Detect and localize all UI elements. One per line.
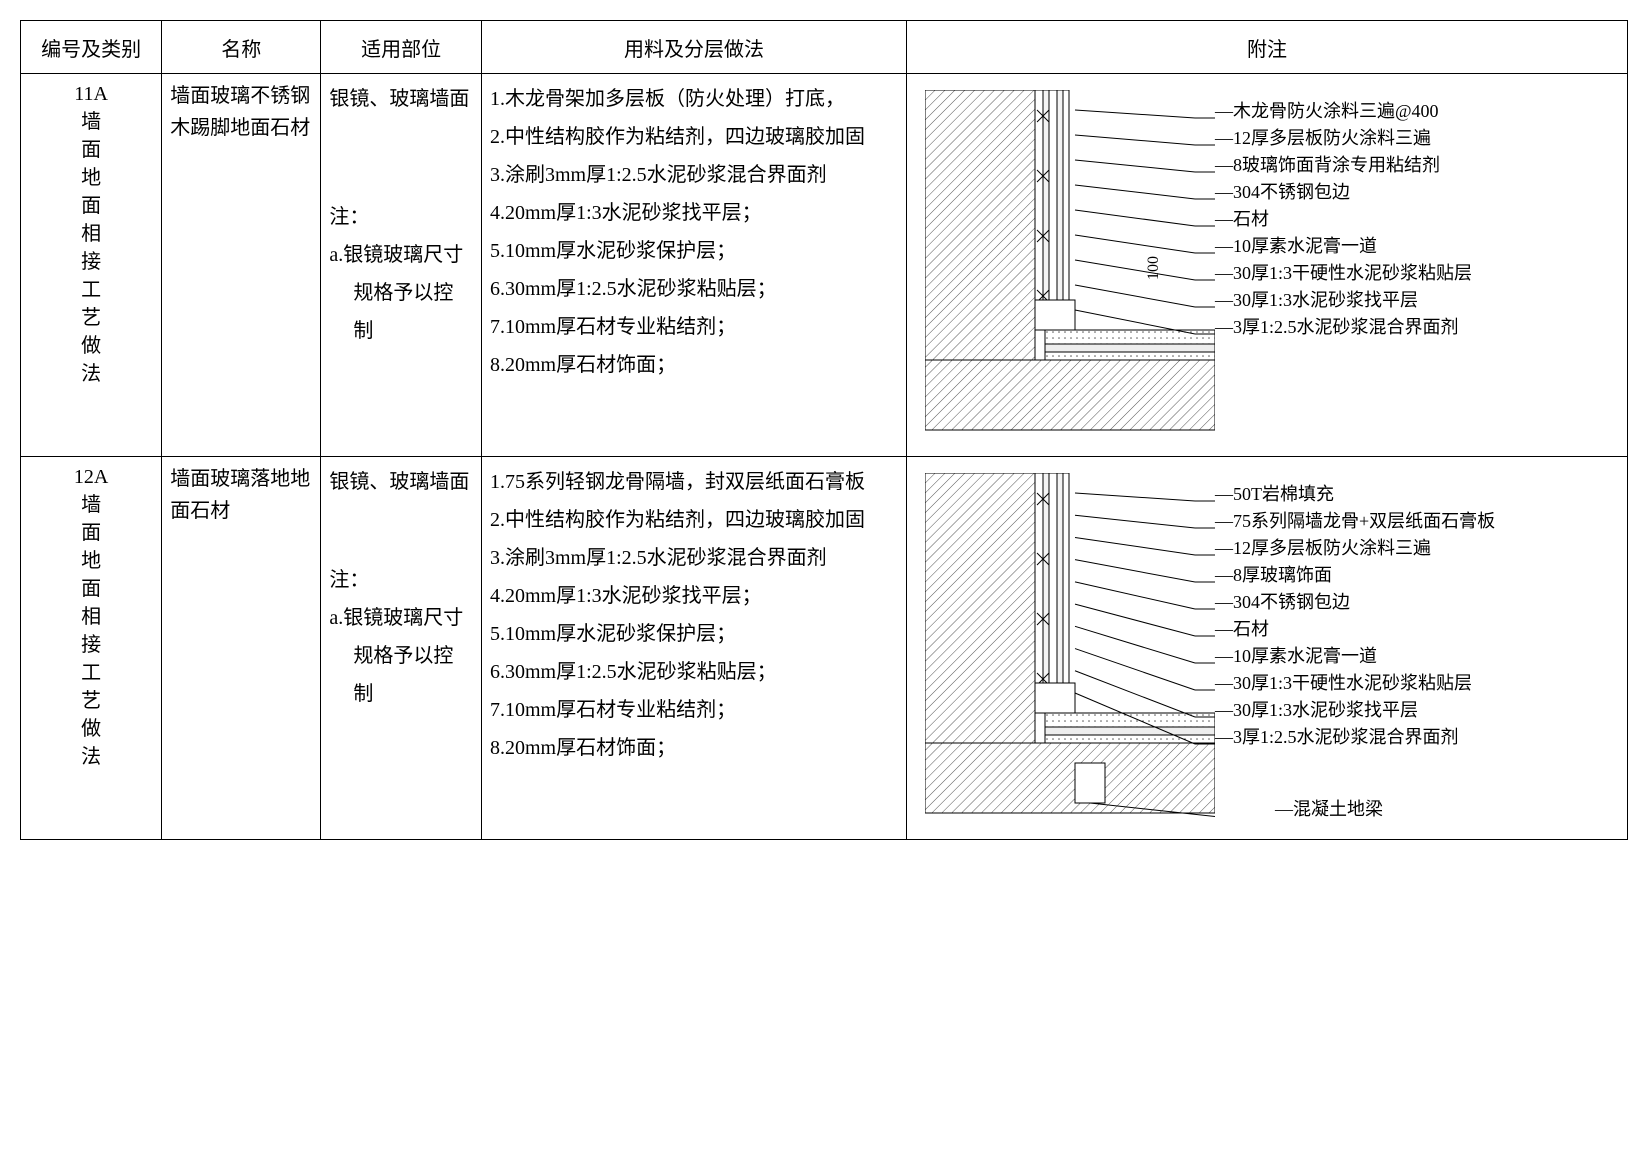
callout-item: —8厚玻璃饰面 [1215,562,1495,589]
process-step: 1.75系列轻钢龙骨隔墙，封双层纸面石膏板 [490,463,898,501]
id-label-char: 艺 [29,304,153,332]
callout-item: —30厚1:3干硬性水泥砂浆粘贴层 [1215,670,1495,697]
id-label-char: 接 [29,631,153,659]
part-note-line: a.银镜玻璃尺寸 [329,599,473,637]
callout-item: —12厚多层板防火涂料三遍 [1215,125,1472,152]
callout-item: —10厚素水泥膏一道 [1215,233,1472,260]
name-cell: 墙面玻璃落地地面石材 [162,457,321,840]
id-code: 12A [29,463,153,491]
process-step: 6.30mm厚1:2.5水泥砂浆粘贴层； [490,270,898,308]
callout-item: —304不锈钢包边 [1215,589,1495,616]
id-label-char: 法 [29,743,153,771]
callout-item: —50T岩棉填充 [1215,481,1495,508]
part-cell: 银镜、玻璃墙面注：a.银镜玻璃尺寸规格予以控制 [321,457,482,840]
process-cell: 1.木龙骨架加多层板（防火处理）打底，2.中性结构胶作为粘结剂，四边玻璃胶加固3… [481,74,906,457]
table-row: 11A墙面地面相接工艺做法墙面玻璃不锈钢木踢脚地面石材银镜、玻璃墙面注：a.银镜… [21,74,1628,457]
header-id: 编号及类别 [21,21,162,74]
callout-item: —30厚1:3水泥砂浆找平层 [1215,287,1472,314]
id-label-char: 接 [29,248,153,276]
process-step: 2.中性结构胶作为粘结剂，四边玻璃胶加固 [490,501,898,539]
id-vertical-label: 墙面地面相接工艺做法 [29,491,153,771]
applicable-part: 银镜、玻璃墙面 [329,463,473,501]
part-note-head: 注： [329,198,473,236]
callout-item: —木龙骨防火涂料三遍@400 [1215,98,1472,125]
id-cell: 11A墙面地面相接工艺做法 [21,74,162,457]
part-note-head: 注： [329,561,473,599]
id-label-char: 艺 [29,687,153,715]
header-process: 用料及分层做法 [481,21,906,74]
process-step: 4.20mm厚1:3水泥砂浆找平层； [490,194,898,232]
id-label-char: 面 [29,192,153,220]
process-step: 3.涂刷3mm厚1:2.5水泥砂浆混合界面剂 [490,539,898,577]
diagram-cell: —木龙骨防火涂料三遍@400—12厚多层板防火涂料三遍—8玻璃饰面背涂专用粘结剂… [906,74,1627,457]
process-step: 7.10mm厚石材专业粘结剂； [490,691,898,729]
part-note-line: 规格予以控制 [329,274,473,350]
diagram-wrap: —木龙骨防火涂料三遍@400—12厚多层板防火涂料三遍—8玻璃饰面背涂专用粘结剂… [915,80,1619,450]
part-note-line: a.银镜玻璃尺寸 [329,236,473,274]
id-label-char: 工 [29,276,153,304]
callout-item: —75系列隔墙龙骨+双层纸面石膏板 [1215,508,1495,535]
part-cell: 银镜、玻璃墙面注：a.银镜玻璃尺寸规格予以控制 [321,74,482,457]
callout-item: —3厚1:2.5水泥砂浆混合界面剂 [1215,314,1472,341]
part-note: 注：a.银镜玻璃尺寸规格予以控制 [329,198,473,350]
id-code: 11A [29,80,153,108]
id-label-char: 做 [29,715,153,743]
diagram-wrap: —50T岩棉填充—75系列隔墙龙骨+双层纸面石膏板—12厚多层板防火涂料三遍—8… [915,463,1619,833]
header-name: 名称 [162,21,321,74]
process-cell: 1.75系列轻钢龙骨隔墙，封双层纸面石膏板2.中性结构胶作为粘结剂，四边玻璃胶加… [481,457,906,840]
process-step: 3.涂刷3mm厚1:2.5水泥砂浆混合界面剂 [490,156,898,194]
header-note: 附注 [906,21,1627,74]
id-label-char: 法 [29,360,153,388]
id-label-char: 地 [29,547,153,575]
bottom-callout: —混凝土地梁 [1275,795,1383,821]
id-label-char: 做 [29,332,153,360]
process-step: 8.20mm厚石材饰面； [490,346,898,384]
part-note: 注：a.银镜玻璃尺寸规格予以控制 [329,561,473,713]
section-diagram [925,473,1215,823]
callout-item: —3厚1:2.5水泥砂浆混合界面剂 [1215,724,1495,751]
callout-item: —30厚1:3干硬性水泥砂浆粘贴层 [1215,260,1472,287]
spec-table: 编号及类别 名称 适用部位 用料及分层做法 附注 11A墙面地面相接工艺做法墙面… [20,20,1628,840]
process-step: 1.木龙骨架加多层板（防火处理）打底， [490,80,898,118]
callout-item: —石材 [1215,206,1472,233]
id-vertical-label: 墙面地面相接工艺做法 [29,108,153,388]
process-step: 2.中性结构胶作为粘结剂，四边玻璃胶加固 [490,118,898,156]
id-label-char: 墙 [29,491,153,519]
section-diagram [925,90,1215,440]
part-note-line: 规格予以控制 [329,637,473,713]
callout-item: —12厚多层板防火涂料三遍 [1215,535,1495,562]
id-label-char: 相 [29,603,153,631]
process-step: 6.30mm厚1:2.5水泥砂浆粘贴层； [490,653,898,691]
callout-item: —304不锈钢包边 [1215,179,1472,206]
id-label-char: 相 [29,220,153,248]
table-row: 12A墙面地面相接工艺做法墙面玻璃落地地面石材银镜、玻璃墙面注：a.银镜玻璃尺寸… [21,457,1628,840]
id-label-char: 面 [29,575,153,603]
name-cell: 墙面玻璃不锈钢木踢脚地面石材 [162,74,321,457]
callout-item: —30厚1:3水泥砂浆找平层 [1215,697,1495,724]
callout-item: —8玻璃饰面背涂专用粘结剂 [1215,152,1472,179]
id-label-char: 工 [29,659,153,687]
header-part: 适用部位 [321,21,482,74]
process-step: 4.20mm厚1:3水泥砂浆找平层； [490,577,898,615]
dimension-label: 100 [1145,256,1163,280]
process-step: 5.10mm厚水泥砂浆保护层； [490,615,898,653]
id-cell: 12A墙面地面相接工艺做法 [21,457,162,840]
callout-item: —10厚素水泥膏一道 [1215,643,1495,670]
callout-list: —木龙骨防火涂料三遍@400—12厚多层板防火涂料三遍—8玻璃饰面背涂专用粘结剂… [1215,98,1472,341]
process-step: 5.10mm厚水泥砂浆保护层； [490,232,898,270]
id-label-char: 面 [29,519,153,547]
diagram-cell: —50T岩棉填充—75系列隔墙龙骨+双层纸面石膏板—12厚多层板防火涂料三遍—8… [906,457,1627,840]
process-step: 8.20mm厚石材饰面； [490,729,898,767]
id-label-char: 面 [29,136,153,164]
callout-list: —50T岩棉填充—75系列隔墙龙骨+双层纸面石膏板—12厚多层板防火涂料三遍—8… [1215,481,1495,751]
process-step: 7.10mm厚石材专业粘结剂； [490,308,898,346]
callout-item: —石材 [1215,616,1495,643]
header-row: 编号及类别 名称 适用部位 用料及分层做法 附注 [21,21,1628,74]
id-label-char: 墙 [29,108,153,136]
applicable-part: 银镜、玻璃墙面 [329,80,473,118]
id-label-char: 地 [29,164,153,192]
